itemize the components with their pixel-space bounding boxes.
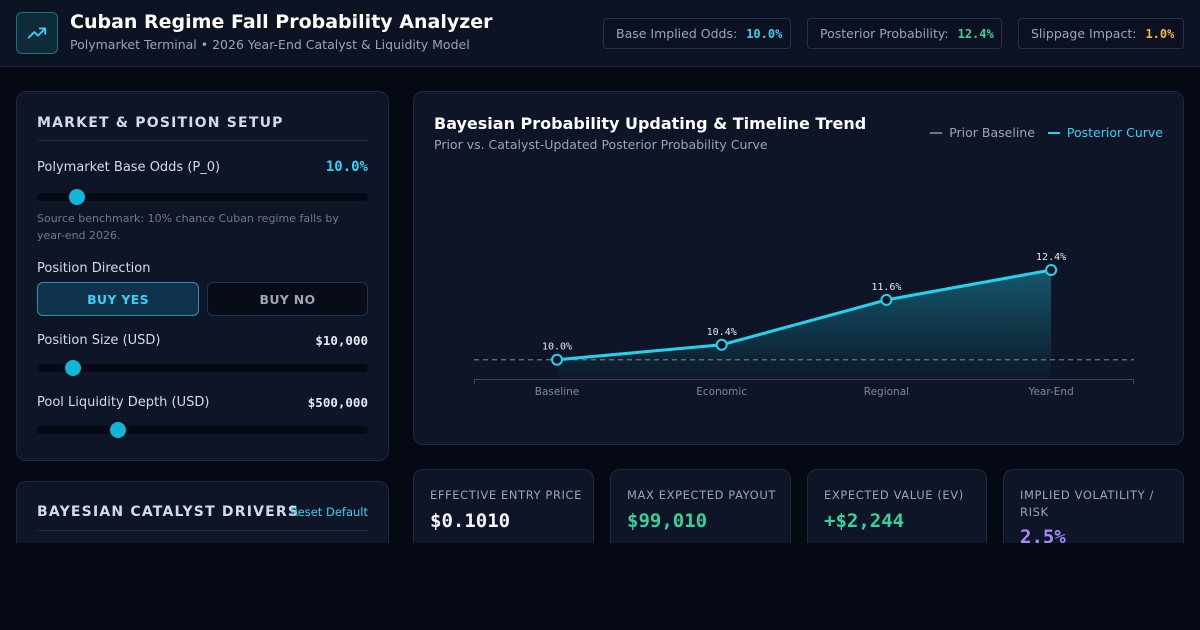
direction-label: Position Direction: [37, 261, 151, 276]
probability-chart: 10.0% 10.4% 11.6% 12.4% Baseline Economic Regi…: [474, 252, 1134, 398]
slider-thumb[interactable]: [68, 189, 85, 205]
position-size-value: $10,000: [315, 333, 368, 348]
stat-label: Slippage Impact:: [1031, 26, 1137, 41]
metric-card-expected-value: EXPECTED VALUE (EV) +$2,244: [807, 469, 987, 543]
liquidity-slider[interactable]: [37, 422, 368, 438]
probability-chart-panel: Bayesian Probability Updating & Timeline…: [413, 91, 1184, 445]
chart-title: Bayesian Probability Updating & Timeline…: [434, 114, 867, 133]
posterior-area: [557, 270, 1052, 379]
legend-swatch: [1047, 131, 1060, 134]
liquidity-value: $500,000: [307, 395, 368, 410]
posterior-point: [1045, 264, 1058, 277]
chart-subtitle: Prior vs. Catalyst-Updated Posterior Pro…: [434, 137, 768, 152]
market-setup-panel: MARKET & POSITION SETUP Polymarket Base …: [16, 91, 389, 461]
buy-yes-button[interactable]: BUY YES: [37, 282, 199, 316]
app-title: Cuban Regime Fall Probability Analyzer: [70, 11, 493, 33]
stat-value: 10.0%: [746, 26, 783, 41]
metric-value: $99,010: [627, 510, 708, 532]
legend-swatch: [930, 131, 943, 134]
data-label: 11.6%: [871, 282, 901, 293]
base-odds-label: Polymarket Base Odds (P_0): [37, 160, 221, 175]
app-header: Cuban Regime Fall Probability Analyzer P…: [0, 0, 1200, 67]
base-odds-slider[interactable]: [37, 189, 368, 205]
divider: [37, 140, 368, 141]
divider: [37, 530, 368, 531]
posterior-point: [715, 338, 728, 351]
x-tick-label: Economic: [696, 386, 747, 398]
logo: [16, 12, 58, 54]
x-tick-label: Regional: [864, 386, 909, 398]
legend-prior: Prior Baseline: [930, 125, 1035, 140]
reset-default-link[interactable]: Reset Default: [290, 505, 368, 519]
legend-label: Posterior Curve: [1066, 125, 1163, 140]
slippage-stat: Slippage Impact: 1.0%: [1018, 18, 1184, 49]
section-title: MARKET & POSITION SETUP: [37, 115, 284, 131]
data-label: 10.0%: [542, 342, 572, 353]
legend-label: Prior Baseline: [949, 125, 1035, 140]
catalyst-drivers-panel: BAYESIAN CATALYST DRIVERS Reset Default: [16, 481, 389, 543]
metric-value: 2.5%: [1020, 526, 1066, 543]
slider-thumb[interactable]: [65, 360, 82, 376]
stat-label: Base Implied Odds:: [616, 26, 738, 41]
stat-label: Posterior Probability:: [820, 26, 949, 41]
metric-value: +$2,244: [824, 510, 905, 532]
app-subtitle: Polymarket Terminal • 2026 Year-End Cata…: [70, 37, 470, 52]
metric-card-entry-price: EFFECTIVE ENTRY PRICE $0.1010: [413, 469, 594, 543]
metric-label: MAX EXPECTED PAYOUT: [627, 488, 776, 502]
base-odds-value: 10.0%: [325, 159, 368, 175]
source-hint: Source benchmark: 10% chance Cuban regim…: [37, 212, 339, 242]
data-label: 12.4%: [1036, 252, 1066, 263]
legend-posterior: Posterior Curve: [1047, 125, 1163, 140]
slider-thumb[interactable]: [110, 422, 127, 438]
metric-card-volatility: IMPLIED VOLATILITY / RISK 2.5%: [1003, 469, 1184, 543]
posterior-stat: Posterior Probability: 12.4%: [807, 18, 1002, 49]
position-size-slider[interactable]: [37, 360, 368, 376]
data-label: 10.4%: [707, 327, 737, 338]
metric-label: IMPLIED VOLATILITY / RISK: [1020, 488, 1154, 519]
posterior-point: [551, 353, 563, 366]
liquidity-label: Pool Liquidity Depth (USD): [37, 395, 210, 410]
metric-value: $0.1010: [430, 510, 511, 532]
posterior-point: [880, 293, 893, 306]
stat-value: 12.4%: [957, 26, 994, 41]
x-tick-label: Baseline: [535, 386, 580, 398]
posterior-curve-line: [556, 268, 1052, 362]
metric-label: EXPECTED VALUE (EV): [824, 488, 964, 502]
metric-card-max-payout: MAX EXPECTED PAYOUT $99,010: [610, 469, 791, 543]
position-size-label: Position Size (USD): [37, 333, 161, 348]
base-odds-stat: Base Implied Odds: 10.0%: [603, 18, 791, 49]
chart-legend: Prior Baseline Posterior Curve: [917, 125, 1163, 140]
x-tick-label: Year-End: [1027, 386, 1073, 398]
stat-value: 1.0%: [1145, 26, 1175, 41]
trending-up-icon: [27, 27, 47, 39]
buy-no-button[interactable]: BUY NO: [207, 282, 368, 316]
metric-label: EFFECTIVE ENTRY PRICE: [430, 488, 583, 502]
section-title: BAYESIAN CATALYST DRIVERS: [37, 504, 300, 520]
